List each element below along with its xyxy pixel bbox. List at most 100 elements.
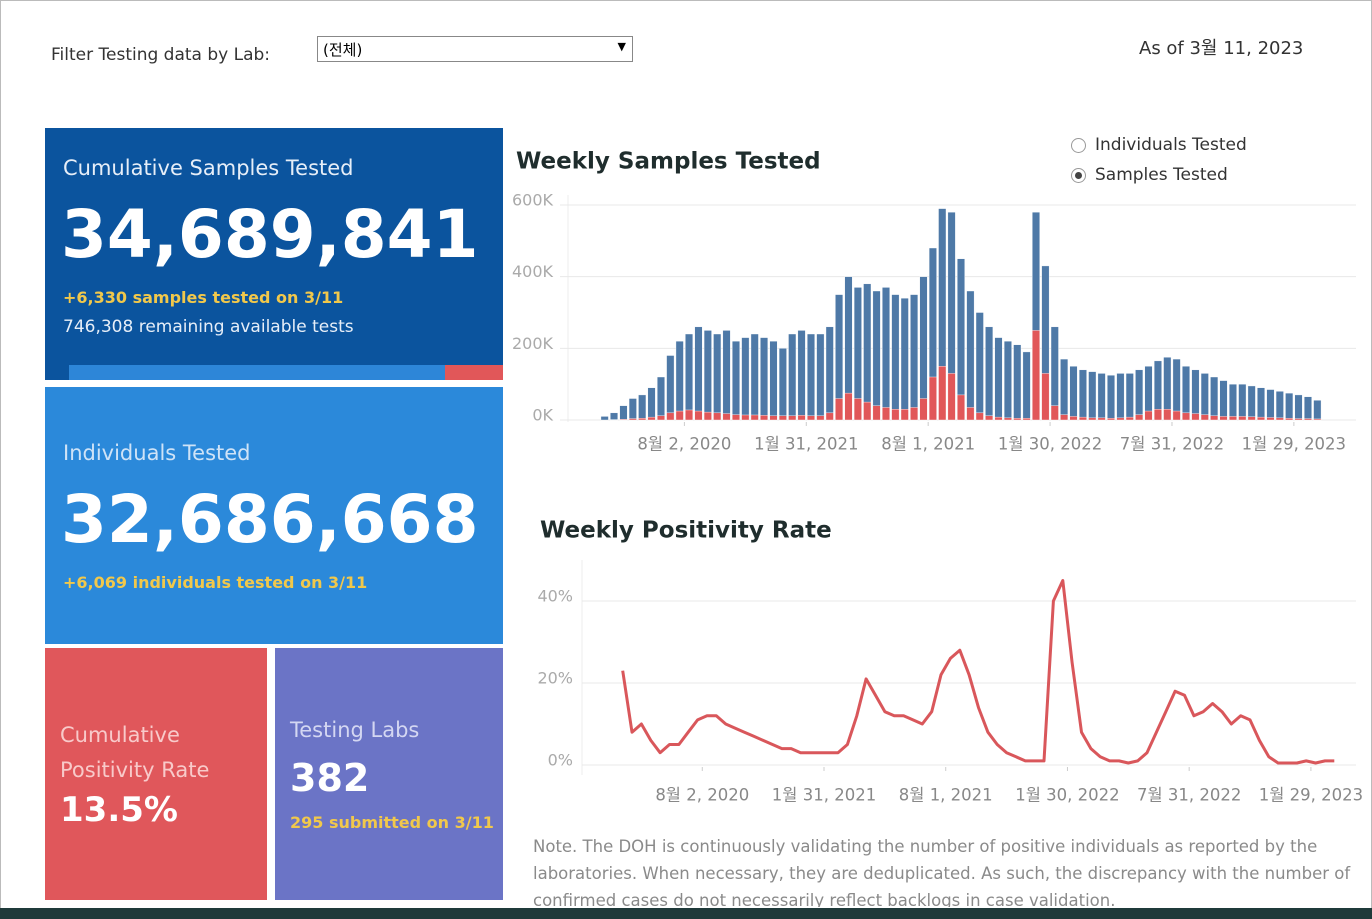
bar [1247, 416, 1256, 421]
y-tick-label: 0% [548, 751, 573, 770]
bar [1191, 369, 1200, 421]
bar [1182, 412, 1190, 421]
bar [1097, 373, 1106, 421]
bar [1266, 389, 1275, 421]
bar [1144, 410, 1153, 421]
kpi-title: Individuals Tested [63, 441, 251, 465]
bar [760, 415, 769, 421]
bar [732, 340, 740, 421]
bar [788, 333, 797, 421]
bar [1200, 373, 1209, 421]
bar [1060, 358, 1069, 421]
y-tick-label: 400K [512, 262, 554, 281]
line [621, 579, 1335, 765]
bar [872, 405, 881, 421]
bar [816, 415, 825, 421]
bar [975, 312, 984, 421]
bar [703, 411, 712, 421]
bar [1088, 371, 1097, 421]
bar [1228, 383, 1237, 421]
bar [1069, 366, 1078, 421]
bar [722, 330, 731, 421]
bar [1191, 413, 1200, 421]
bar [900, 409, 909, 421]
bar [1078, 416, 1087, 421]
bar [807, 333, 815, 421]
bar [1238, 416, 1247, 421]
bar [769, 415, 778, 421]
kpi-title: Cumulative Samples Tested [63, 156, 354, 180]
bar [666, 412, 675, 421]
bar [928, 376, 937, 421]
bar [1097, 417, 1106, 421]
bar [1219, 380, 1228, 421]
bar [1313, 418, 1322, 421]
radio-option[interactable]: Samples Tested [1071, 160, 1247, 190]
bar [1266, 417, 1275, 421]
kpi-value: 13.5% [60, 790, 178, 830]
bar [910, 294, 919, 421]
kpi-title: Cumulative Positivity Rate [60, 723, 210, 782]
bar [647, 387, 656, 421]
bar [675, 340, 684, 421]
bar [760, 337, 769, 421]
bar [1088, 417, 1097, 421]
bar [703, 330, 712, 421]
bar [1303, 418, 1312, 421]
x-tick-label: 8월 1, 2021 [881, 435, 975, 454]
bar [1275, 391, 1284, 421]
bar [1022, 351, 1031, 421]
bar [713, 333, 722, 421]
bar [1003, 417, 1012, 421]
y-tick-label: 200K [512, 334, 554, 353]
bar [882, 287, 890, 421]
bar [985, 415, 994, 421]
filter-select[interactable]: (전체) ▼ [317, 36, 633, 62]
bar [1135, 369, 1144, 421]
bar [628, 398, 637, 421]
chart-title: Weekly Positivity Rate [540, 518, 832, 544]
x-tick-label: 1월 31, 2021 [772, 786, 876, 805]
bar [1294, 418, 1303, 421]
bar [732, 414, 740, 421]
x-tick-label: 7월 31, 2022 [1120, 435, 1224, 454]
filter-label: Filter Testing data by Lab: [51, 45, 271, 65]
bar [1303, 396, 1312, 421]
bar [1294, 394, 1303, 421]
bar [1210, 415, 1219, 421]
bar [656, 376, 665, 421]
kpi-note: +6,069 individuals tested on 3/11 [63, 573, 368, 592]
bar [778, 415, 787, 421]
footnote: Note. The DOH is continuously validating… [533, 837, 1351, 907]
bar [1257, 387, 1266, 421]
kpi-title: Testing Labs [290, 718, 420, 742]
bar [750, 414, 759, 421]
bar [722, 413, 731, 421]
bar [1182, 366, 1190, 421]
bar [816, 333, 825, 421]
bar [1219, 416, 1228, 421]
bar [797, 330, 806, 421]
bar [1060, 414, 1069, 421]
kpi-value: 34,689,841 [61, 196, 479, 273]
bar [1257, 416, 1266, 421]
bar [985, 326, 994, 421]
bar [1125, 416, 1134, 421]
bar [778, 348, 787, 421]
bar [1275, 417, 1284, 421]
kpi-note: +6,330 samples tested on 3/11 [63, 288, 344, 307]
kpi-note: 295 submitted on 3/11 [290, 813, 494, 832]
radio-button[interactable] [1071, 137, 1086, 153]
bar [835, 398, 844, 421]
kpi-value: 32,686,668 [61, 481, 479, 558]
radio-option[interactable]: Individuals Tested [1071, 130, 1247, 160]
bar [863, 283, 872, 421]
y-tick-label: 0K [532, 406, 553, 425]
x-tick-label: 8월 2, 2020 [637, 435, 731, 454]
bar [891, 409, 900, 421]
bar [1210, 376, 1219, 421]
x-tick-label: 7월 31, 2022 [1137, 786, 1241, 805]
bar [1069, 416, 1078, 421]
bar [1078, 369, 1087, 421]
radio-button[interactable] [1071, 167, 1086, 183]
